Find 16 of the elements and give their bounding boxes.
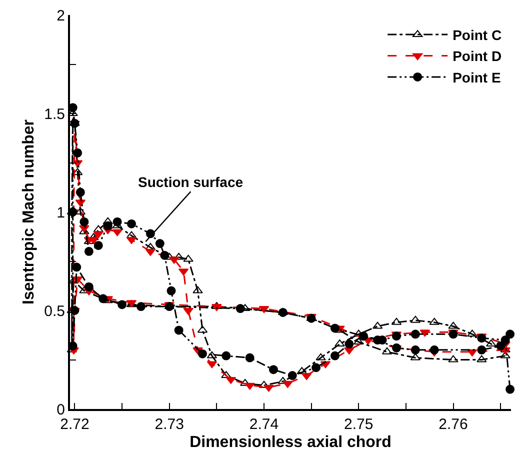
- x-tick-label: 2.72: [60, 416, 90, 433]
- y-axis-title: Isentropic Mach number: [20, 120, 38, 304]
- y-tick-label: 0: [56, 401, 65, 418]
- legend-label: Point C: [452, 27, 502, 43]
- y-tick-label: 0.5: [44, 302, 65, 320]
- x-tick-label: 2.74: [249, 416, 279, 433]
- y-tick-label: 1.5: [44, 106, 65, 123]
- x-tick-label: 2.73: [154, 416, 184, 433]
- legend-label: Point E: [452, 69, 501, 86]
- annotation: Suction surface: [138, 174, 244, 190]
- y-tick-label: 1: [56, 204, 65, 222]
- x-tick-label: 2.76: [438, 416, 468, 433]
- y-tick-label: 2: [56, 7, 65, 24]
- x-tick-label: 2.75: [344, 416, 374, 433]
- legend-label: Point D: [452, 48, 502, 64]
- x-axis-title: Dimensionless axial chord: [190, 434, 392, 452]
